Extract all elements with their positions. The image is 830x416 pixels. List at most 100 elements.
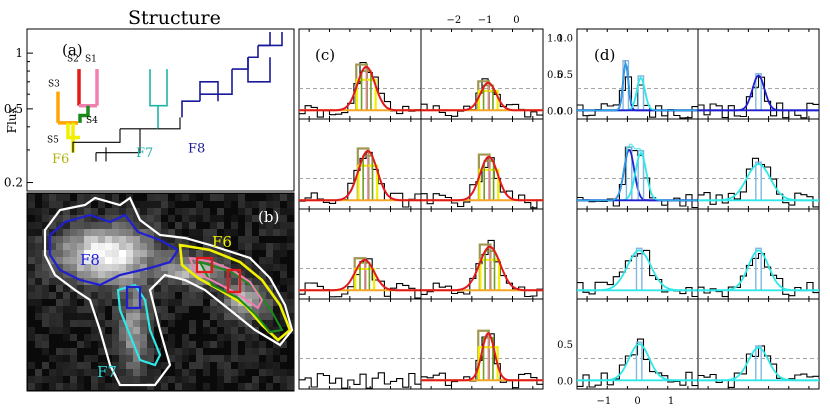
b-pixel — [56, 278, 63, 285]
c-fit-curve — [421, 155, 543, 202]
b-pixel — [280, 320, 287, 327]
b-pixel — [273, 306, 280, 313]
b-pixel — [161, 201, 168, 208]
b-pixel — [105, 236, 112, 243]
d-histogram — [698, 157, 819, 208]
b-contour-f8 — [48, 213, 180, 287]
d-bottom-tick-label: 0 — [634, 396, 640, 407]
b-pixel — [182, 334, 189, 341]
b-pixel — [238, 362, 245, 369]
b-pixel — [154, 264, 161, 271]
b-pixel — [28, 376, 35, 383]
b-pixel — [287, 369, 294, 376]
b-pixel — [182, 292, 189, 299]
b-pixel — [175, 313, 182, 320]
b-pixel — [49, 271, 56, 278]
b-pixel — [189, 215, 196, 222]
d-histogram — [698, 252, 819, 298]
b-pixel — [98, 243, 105, 250]
b-pixel — [287, 306, 294, 313]
b-pixel — [112, 306, 119, 313]
b-pixel — [259, 243, 266, 250]
b-pixel — [217, 369, 224, 376]
b-pixel — [126, 292, 133, 299]
b-pixel — [238, 320, 245, 327]
b-pixel — [147, 320, 154, 327]
b-pixel — [287, 229, 294, 236]
b-pixel — [224, 376, 231, 383]
b-pixel — [133, 341, 140, 348]
b-pixel — [252, 299, 259, 306]
c-right-tick-label: 0.5 — [547, 70, 563, 81]
b-pixel — [77, 313, 84, 320]
b-pixel — [245, 201, 252, 208]
b-pixel — [168, 229, 175, 236]
c-subplot-3-0 — [298, 298, 422, 390]
b-pixel — [175, 383, 182, 390]
b-pixel — [231, 334, 238, 341]
b-pixel — [56, 299, 63, 306]
b-pixel — [105, 229, 112, 236]
d-bar — [755, 345, 762, 381]
b-pixel — [231, 285, 238, 292]
b-pixel — [49, 306, 56, 313]
b-pixel — [133, 334, 140, 341]
c-subplot-0-1 — [420, 28, 544, 120]
c-histogram — [299, 151, 421, 208]
a-leaf-s5: S5 — [47, 135, 59, 145]
b-pixel — [77, 222, 84, 229]
d-subplot-2-1 — [697, 208, 820, 300]
b-pixel — [231, 327, 238, 334]
b-pixel — [28, 271, 35, 278]
b-pixel — [266, 278, 273, 285]
panel-d-ticks: −1 0 1 1.0 0.5 0.0 0.5 0.0 — [557, 34, 674, 407]
b-pixel — [133, 229, 140, 236]
a-branch-s5 — [66, 122, 80, 140]
b-pixel — [231, 320, 238, 327]
b-pixel — [189, 348, 196, 355]
b-pixel — [238, 264, 245, 271]
b-pixel — [273, 229, 280, 236]
b-pixel — [70, 306, 77, 313]
panel-b-contours — [43, 196, 294, 387]
b-pixel — [119, 320, 126, 327]
b-pixel — [189, 222, 196, 229]
b-pixel — [133, 327, 140, 334]
b-pixel — [112, 194, 119, 201]
b-pixel — [126, 320, 133, 327]
b-pixel — [112, 257, 119, 264]
b-pixel — [70, 208, 77, 215]
b-pixel — [91, 355, 98, 362]
b-pixel — [140, 369, 147, 376]
b-pixel — [119, 215, 126, 222]
b-pixel — [140, 278, 147, 285]
a-branch-f8-3 — [200, 69, 233, 95]
b-pixel — [35, 299, 42, 306]
b-pixel — [154, 285, 161, 292]
b-pixel — [91, 285, 98, 292]
b-pixel — [77, 229, 84, 236]
b-pixel — [56, 313, 63, 320]
b-pixel — [42, 341, 49, 348]
b-pixel — [35, 306, 42, 313]
b-pixel — [224, 369, 231, 376]
b-pixel — [196, 278, 203, 285]
b-pixel — [133, 243, 140, 250]
b-pixel — [77, 362, 84, 369]
b-pixel — [42, 376, 49, 383]
b-pixel — [189, 362, 196, 369]
b-pixel — [238, 334, 245, 341]
b-pixel — [105, 299, 112, 306]
b-pixel — [287, 292, 294, 299]
b-pixel — [98, 299, 105, 306]
b-pixel — [245, 215, 252, 222]
b-pixel — [140, 201, 147, 208]
b-pixel — [35, 292, 42, 299]
b-pixel — [84, 271, 91, 278]
b-pixel — [63, 285, 70, 292]
b-pixel — [210, 285, 217, 292]
b-pixel — [56, 355, 63, 362]
panel-b-image: (b) F8 F6 F7 — [26, 192, 295, 392]
b-pixel — [245, 257, 252, 264]
b-pixel — [259, 285, 266, 292]
